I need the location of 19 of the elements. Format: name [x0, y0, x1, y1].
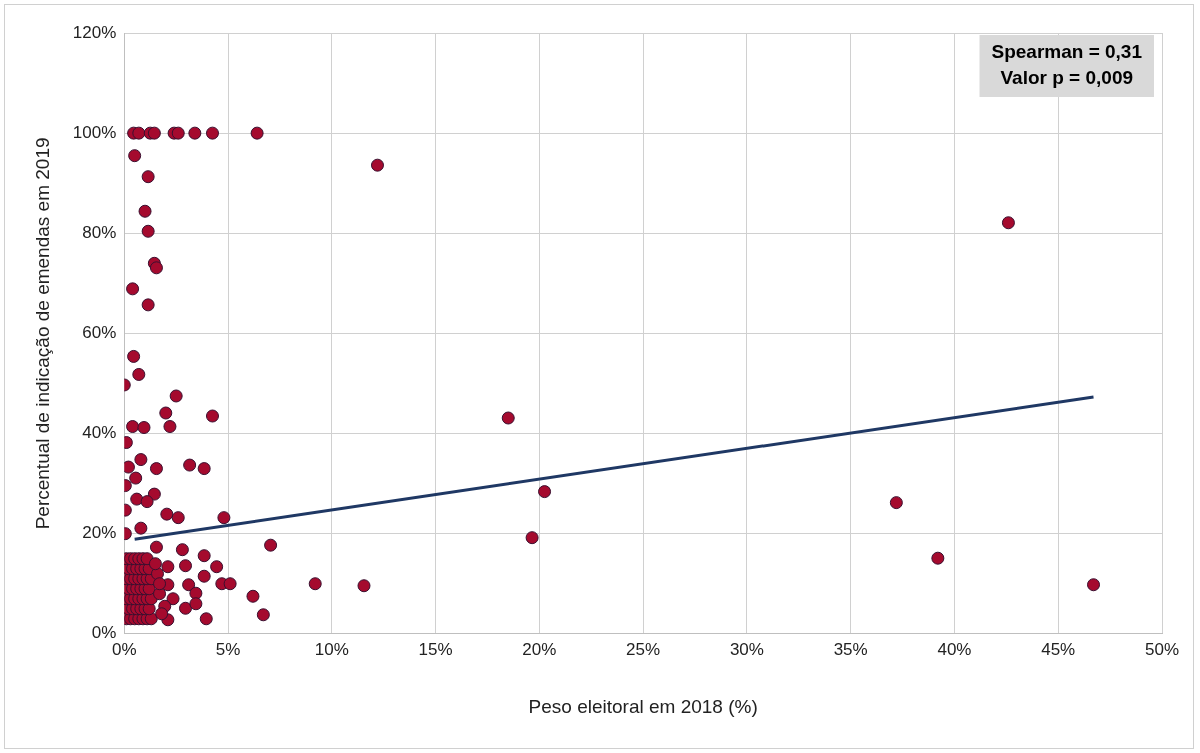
x-tick-label: 40%: [937, 639, 972, 659]
x-tick-label: 30%: [729, 639, 764, 659]
x-tick-label: 35%: [833, 639, 868, 659]
y-tick-label: 40%: [82, 423, 117, 443]
annotation: Spearman = 0,31 Valor p = 0,009: [991, 41, 1143, 89]
x-tick-label: 50%: [1144, 639, 1180, 659]
y-tick-label: 120%: [72, 22, 117, 42]
y-tick-label: 20%: [82, 523, 117, 543]
x-tick-label: 10%: [314, 639, 349, 659]
x-tick-label: 25%: [626, 639, 661, 659]
x-tick-label: 20%: [522, 639, 557, 659]
y-tick-label: 60%: [82, 323, 117, 343]
y-axis-title: Percentual de indicação de emendas em 2019: [31, 137, 53, 530]
x-tick-label: 5%: [215, 639, 241, 659]
x-tick-label: 15%: [418, 639, 453, 659]
y-tick-label: 100%: [72, 122, 117, 142]
x-tick-label: 45%: [1041, 639, 1076, 659]
x-axis-title: Peso eleitoral em 2018 (%): [528, 695, 758, 717]
y-tick-label: 80%: [82, 222, 117, 242]
